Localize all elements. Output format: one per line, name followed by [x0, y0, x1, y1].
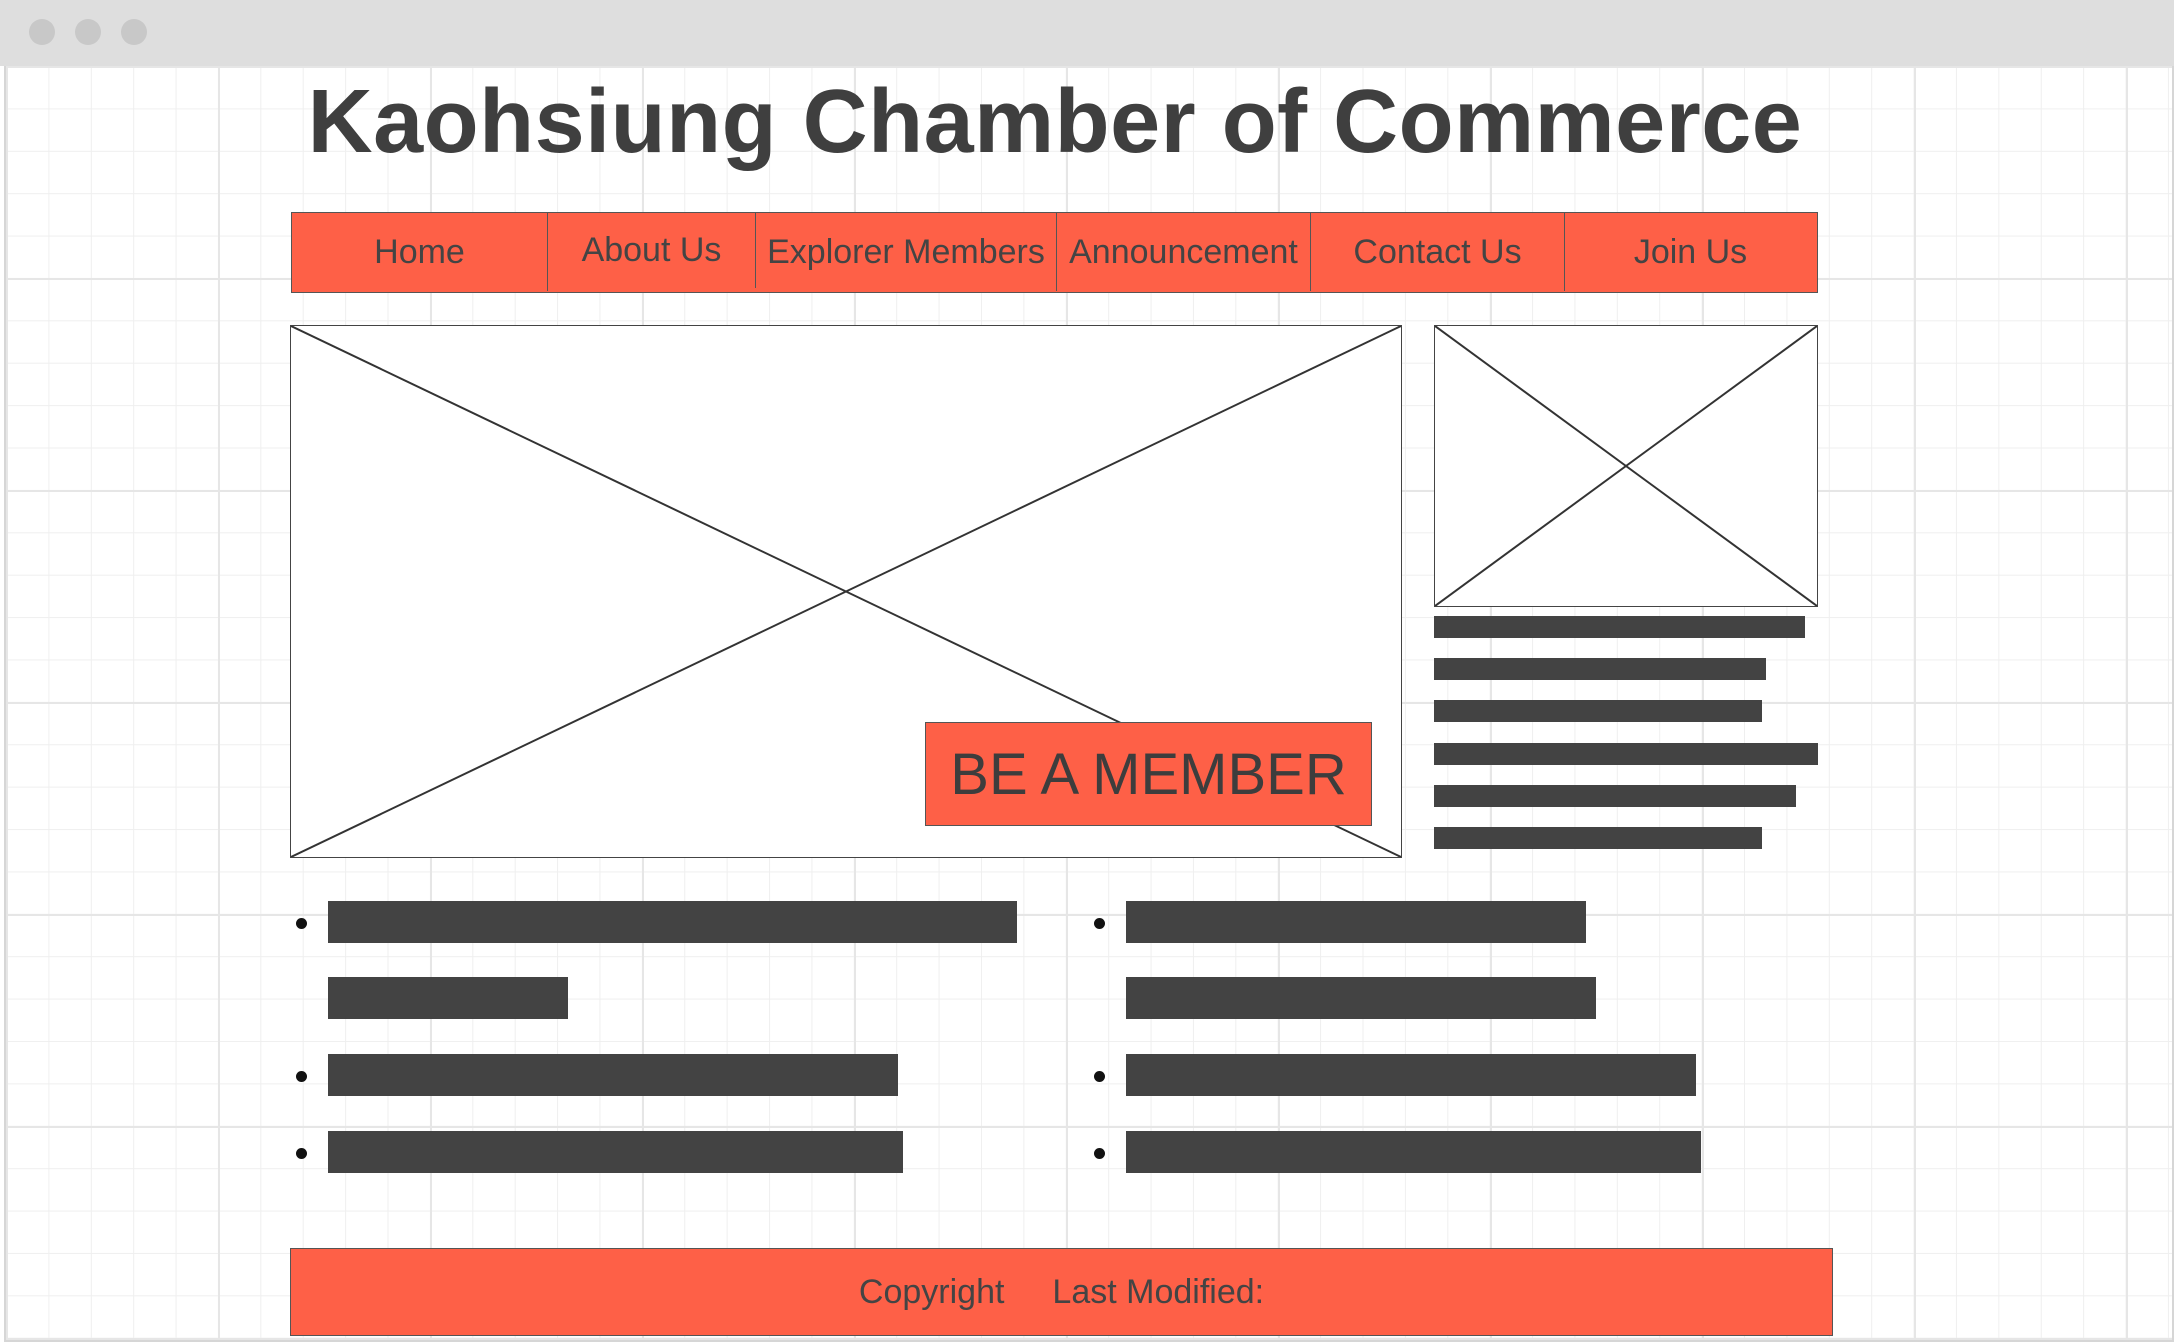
list-item: [1126, 901, 1586, 943]
main-nav: Home About Us Explorer Members Announcem…: [291, 212, 1818, 293]
bullet-icon: [296, 1071, 307, 1082]
nav-item-join-us[interactable]: Join Us: [1565, 213, 1816, 291]
text-placeholder-line: [1434, 658, 1766, 680]
bullet-icon: [1094, 1071, 1105, 1082]
bullet-icon: [1094, 918, 1105, 929]
page-footer: Copyright Last Modified:: [290, 1248, 1833, 1336]
window-close-icon[interactable]: [29, 19, 55, 45]
last-modified-text: Last Modified:: [1052, 1272, 1265, 1311]
list-item: [328, 1054, 898, 1096]
nav-item-explorer-members[interactable]: Explorer Members: [756, 213, 1057, 291]
text-placeholder-line: [1434, 616, 1805, 638]
bullet-icon: [296, 918, 307, 929]
nav-item-contact-us[interactable]: Contact Us: [1311, 213, 1565, 291]
be-a-member-button[interactable]: BE A MEMBER: [925, 722, 1372, 826]
text-placeholder-line: [1434, 827, 1762, 849]
bullet-icon: [296, 1148, 307, 1159]
list-item: [1126, 977, 1596, 1019]
list-item: [1126, 1054, 1696, 1096]
text-placeholder-line: [1434, 785, 1796, 807]
list-item: [328, 977, 568, 1019]
bullet-icon: [1094, 1148, 1105, 1159]
nav-item-home[interactable]: Home: [292, 213, 548, 291]
window-minimize-icon[interactable]: [75, 19, 101, 45]
page-title: Kaohsiung Chamber of Commerce: [307, 72, 1803, 172]
text-placeholder-line: [1434, 743, 1818, 765]
image-placeholder-icon: [1435, 326, 1817, 606]
side-image: [1434, 325, 1818, 607]
window-maximize-icon[interactable]: [121, 19, 147, 45]
window-titlebar: [0, 0, 2174, 66]
nav-item-about-us[interactable]: About Us: [548, 213, 756, 288]
list-item: [1126, 1131, 1701, 1173]
list-item: [328, 1131, 903, 1173]
nav-item-announcement[interactable]: Announcement: [1057, 213, 1311, 291]
list-item: [328, 901, 1017, 943]
text-placeholder-line: [1434, 700, 1762, 722]
copyright-text: Copyright: [858, 1272, 1005, 1311]
